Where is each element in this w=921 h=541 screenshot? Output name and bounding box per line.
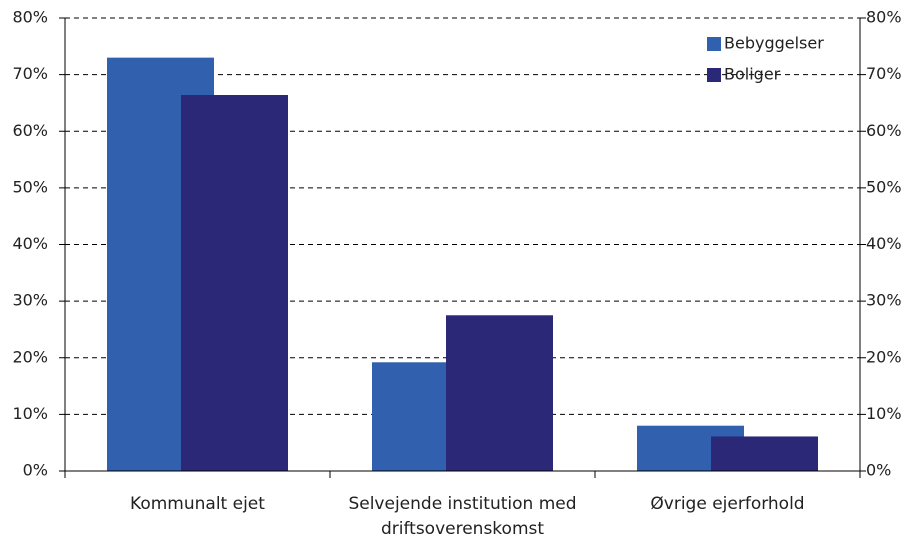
y-tick-label: 30%	[12, 291, 48, 310]
legend-label: Boliger	[724, 65, 781, 84]
y-tick-label: 10%	[12, 404, 48, 423]
y2-tick-label: 20%	[866, 347, 902, 366]
y2-tick-label: 60%	[866, 121, 902, 140]
legend-label: Bebyggelser	[724, 34, 824, 53]
y2-tick-label: 40%	[866, 234, 902, 253]
x-tick-label: Øvrige ejerforhold	[650, 494, 805, 514]
x-tick-label: Kommunalt ejet	[130, 494, 265, 514]
y-tick-label: 70%	[12, 64, 48, 83]
y2-tick-label: 50%	[866, 177, 902, 196]
y2-tick-label: 80%	[866, 8, 902, 27]
y2-tick-label: 70%	[866, 64, 902, 83]
legend-swatch	[707, 37, 721, 51]
y-tick-label: 0%	[23, 461, 48, 480]
bar	[711, 436, 818, 471]
bar	[181, 95, 288, 471]
y2-tick-label: 10%	[866, 404, 902, 423]
y-tick-label: 20%	[12, 347, 48, 366]
y-tick-label: 80%	[12, 8, 48, 27]
legend-swatch	[707, 68, 721, 82]
x-tick-label: Selvejende institution med driftsoverens…	[348, 494, 577, 539]
y2-tick-label: 0%	[866, 461, 891, 480]
y-tick-label: 40%	[12, 234, 48, 253]
bar	[446, 315, 553, 471]
y2-tick-label: 30%	[866, 291, 902, 310]
y-tick-label: 60%	[12, 121, 48, 140]
y-tick-label: 50%	[12, 177, 48, 196]
